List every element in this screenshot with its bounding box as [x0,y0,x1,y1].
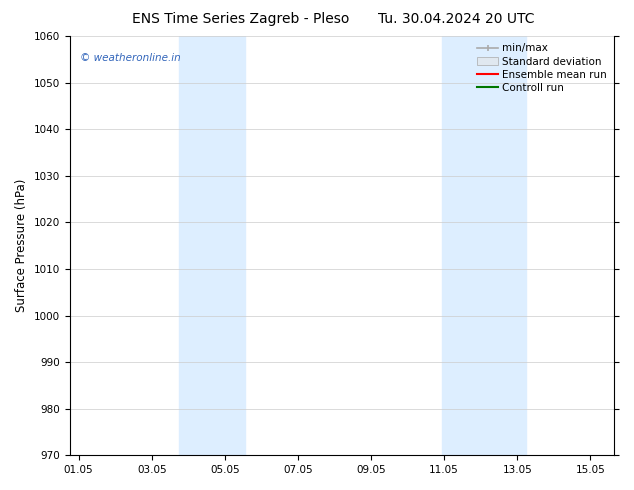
Legend: min/max, Standard deviation, Ensemble mean run, Controll run: min/max, Standard deviation, Ensemble me… [473,39,611,97]
Y-axis label: Surface Pressure (hPa): Surface Pressure (hPa) [15,179,28,313]
Text: ENS Time Series Zagreb - Pleso: ENS Time Series Zagreb - Pleso [133,12,349,26]
Text: Tu. 30.04.2024 20 UTC: Tu. 30.04.2024 20 UTC [378,12,534,26]
Bar [443,36,526,455]
Bar [179,36,245,455]
Text: © weatheronline.in: © weatheronline.in [81,53,181,63]
